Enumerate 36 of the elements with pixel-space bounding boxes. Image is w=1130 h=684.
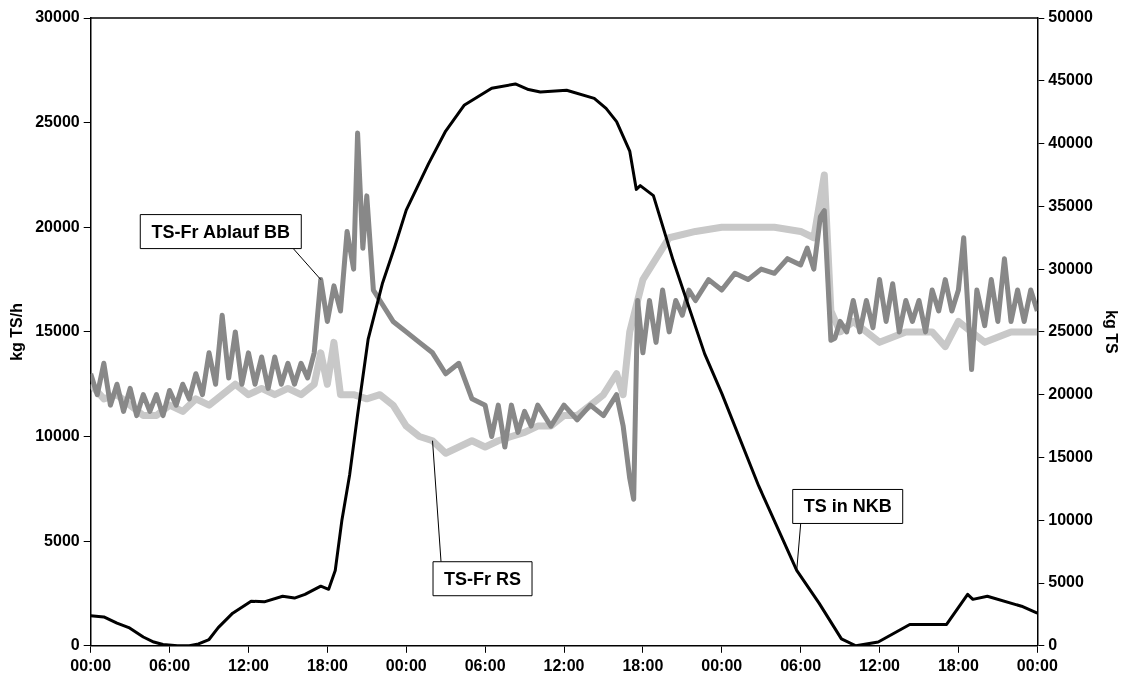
x-tick-label: 18:00: [622, 656, 664, 674]
y2-axis-title: kg TS: [1102, 310, 1120, 355]
y-axis-title: kg TS/h: [8, 303, 26, 361]
x-tick-label: 06:00: [464, 656, 506, 674]
y2-tick-label: 25000: [1048, 322, 1093, 340]
y2-tick-label: 30000: [1048, 259, 1093, 277]
y2-tick-label: 5000: [1048, 573, 1084, 591]
y2-tick-label: 20000: [1048, 385, 1093, 403]
y2-tick-label: 50000: [1048, 8, 1093, 26]
y2-tick-label: 10000: [1048, 510, 1093, 528]
y-tick-label: 30000: [35, 8, 80, 26]
x-tick-label: 06:00: [780, 656, 822, 674]
x-tick-label: 18:00: [937, 656, 979, 674]
y-tick-label: 0: [70, 636, 80, 654]
series-label: TS in NKB: [803, 496, 892, 517]
y-tick-label: 10000: [35, 426, 80, 444]
y2-tick-label: 40000: [1048, 133, 1093, 151]
x-tick-label: 06:00: [149, 656, 191, 674]
y2-tick-label: 45000: [1048, 71, 1093, 89]
x-tick-label: 18:00: [306, 656, 348, 674]
y2-tick-label: 15000: [1048, 447, 1093, 465]
x-tick-label: 12:00: [228, 656, 270, 674]
y2-tick-label: 0: [1048, 636, 1058, 654]
y-tick-label: 5000: [44, 531, 80, 549]
text: TS-Fr Ablauf BB: [151, 221, 290, 242]
y-tick-label: 20000: [35, 217, 80, 235]
y-tick-label: 15000: [35, 322, 80, 340]
x-tick-label: 00:00: [1016, 656, 1058, 674]
x-tick-label: 12:00: [543, 656, 585, 674]
text: TS-Fr RS: [444, 568, 522, 589]
x-tick-label: 00:00: [70, 656, 112, 674]
y2-tick-label: 35000: [1048, 196, 1093, 214]
x-tick-label: 00:00: [385, 656, 427, 674]
y-tick-label: 25000: [35, 113, 80, 131]
x-tick-label: 00:00: [701, 656, 743, 674]
x-tick-label: 12:00: [859, 656, 901, 674]
